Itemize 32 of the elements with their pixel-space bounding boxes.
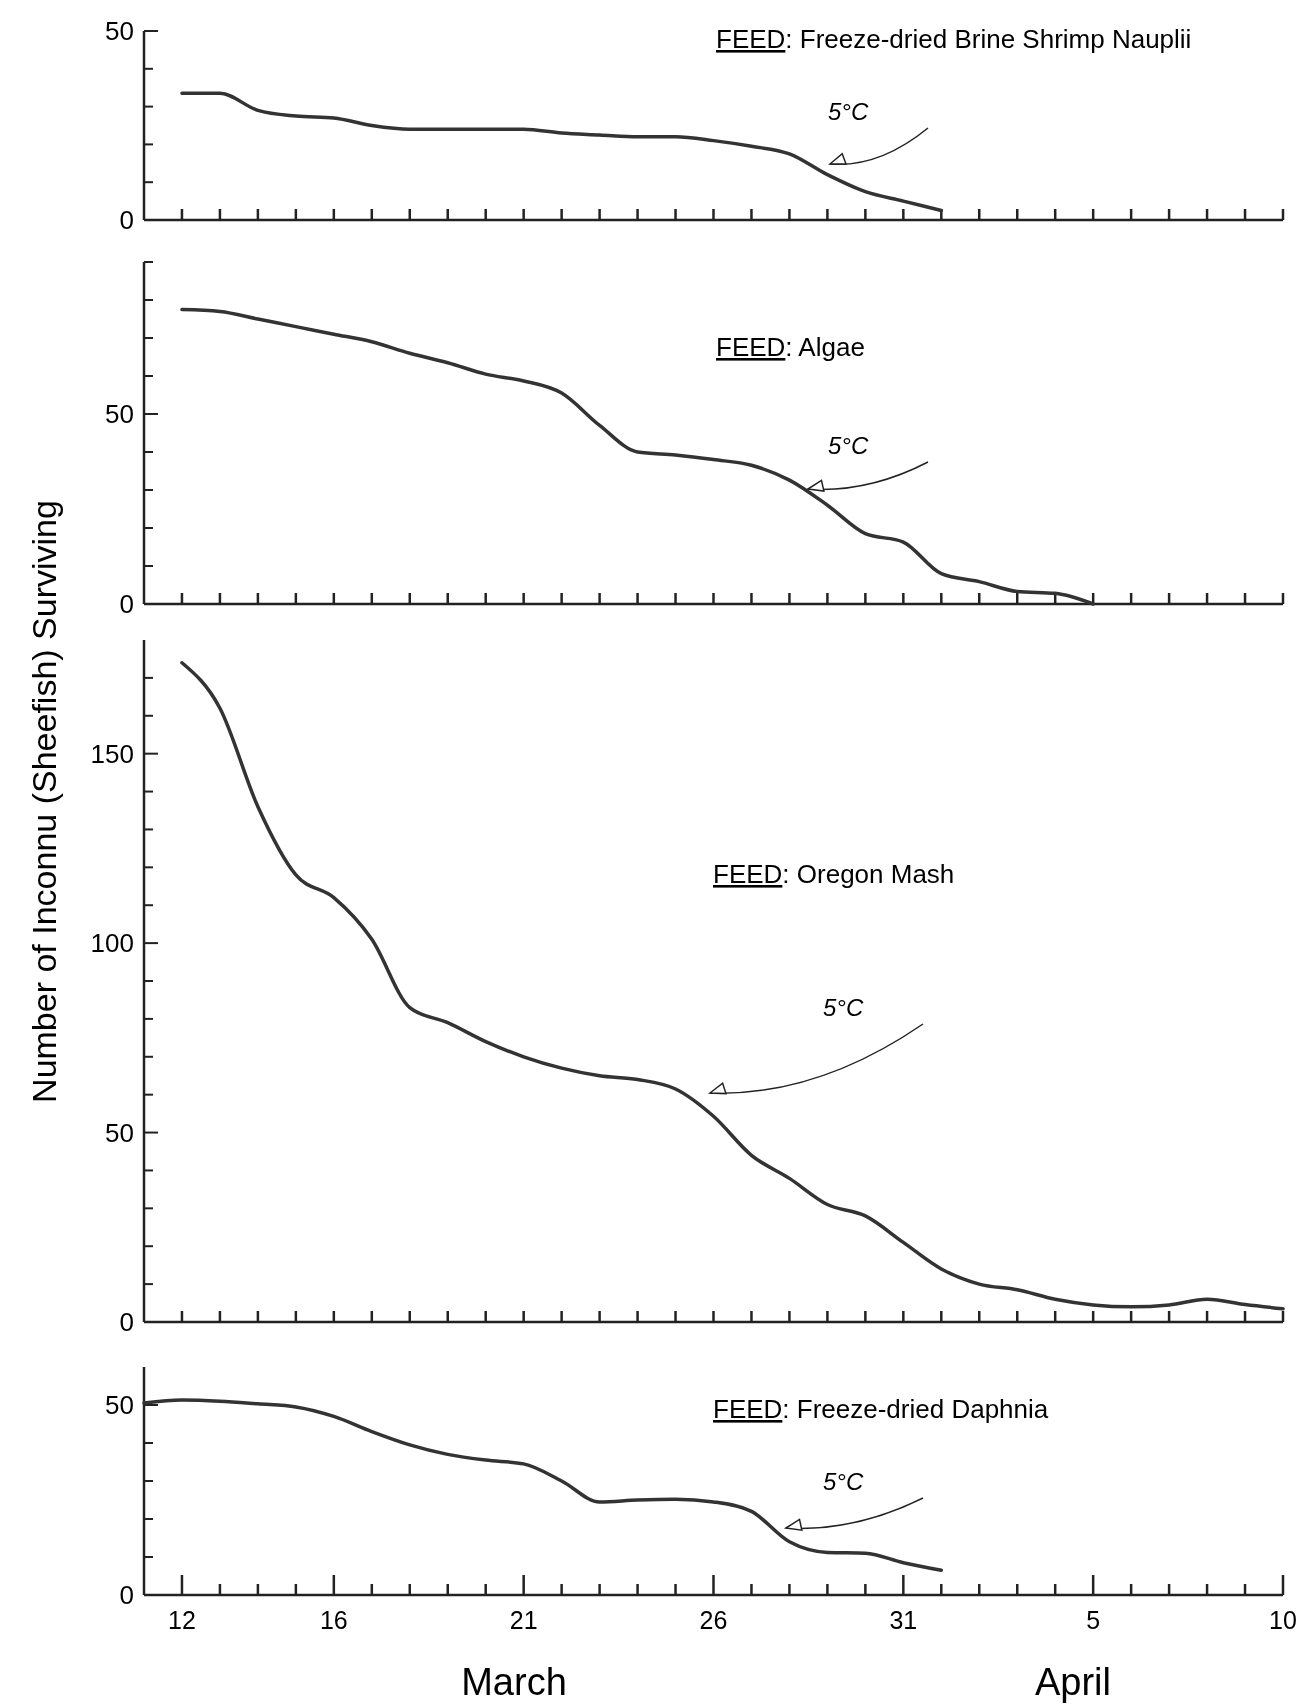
y-tick-label: 50 xyxy=(105,16,134,46)
x-tick-label: 26 xyxy=(699,1606,728,1634)
line-series xyxy=(180,91,944,213)
x-tick-label: 5 xyxy=(1086,1606,1101,1634)
x-tick-label: 16 xyxy=(319,1606,348,1634)
line-series xyxy=(180,307,1095,606)
y-tick-label: 150 xyxy=(90,738,134,769)
annotation: FEED: Freeze-dried Daphnia xyxy=(713,1394,1049,1424)
annotation: 5°C xyxy=(828,98,869,125)
y-axis-title: Number of Inconnu (Sheefish) Surviving xyxy=(25,500,63,1103)
line-series xyxy=(142,1398,944,1573)
text: April xyxy=(1034,1661,1112,1703)
y-tick-label: 100 xyxy=(90,928,134,959)
x-tick-label: 31 xyxy=(889,1606,918,1634)
line-series xyxy=(180,660,1285,1311)
annotation: 5°C xyxy=(828,432,869,459)
y-tick-label: 0 xyxy=(119,1307,134,1337)
annotation: FEED: Oregon Mash xyxy=(713,859,955,889)
annotation: FEED: Freeze-dried Brine Shrimp Nauplii xyxy=(716,24,1192,54)
y-tick-label: 0 xyxy=(119,205,134,235)
x-tick-label: 21 xyxy=(509,1606,538,1634)
y-tick-label: 50 xyxy=(105,1390,134,1420)
annotation: FEED: Algae xyxy=(716,332,865,362)
y-tick-label: 0 xyxy=(119,589,134,619)
x-tick-label: 10 xyxy=(1269,1606,1297,1634)
annotation: 5°C xyxy=(823,1468,864,1495)
x-axis-title: March xyxy=(461,1661,567,1703)
annotation: 5°C xyxy=(823,994,864,1021)
y-tick-label: 50 xyxy=(105,399,134,429)
y-tick-label: 0 xyxy=(119,1580,134,1610)
x-tick-label: 12 xyxy=(168,1606,196,1634)
y-tick-label: 50 xyxy=(105,1117,134,1148)
